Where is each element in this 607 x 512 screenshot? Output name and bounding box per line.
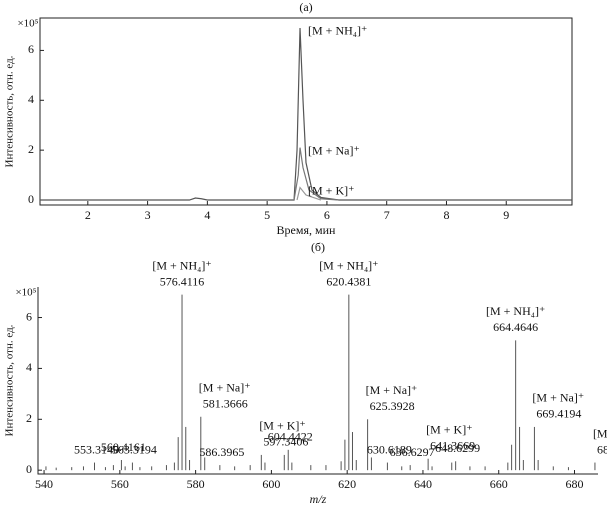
mz-label: 685.3935 [597,442,607,456]
mz-label: 576.4116 [160,274,205,288]
mz-label: 636.6297 [390,445,435,459]
y-tick-label: 0 [28,192,34,206]
y-scale-label: ×10⁵ [15,287,36,299]
mz-label: 563.3194 [112,442,157,456]
x-tick-label: 580 [187,477,205,491]
mz-label: 581.3666 [203,397,248,411]
ion-label: [M + Na]⁺ [532,391,584,405]
y-axis-label: Интенсивность, отн. ед. [4,55,16,167]
ion-label: [M + K]⁺ [426,422,472,436]
x-tick-label: 9 [503,208,509,222]
mz-label: 553.3140 [74,442,119,456]
mz-label: 664.4646 [493,320,538,334]
x-tick-label: 4 [204,208,210,222]
x-tick-label: 560 [111,477,129,491]
y-tick-label: 2 [28,142,34,156]
x-tick-label: 620 [338,477,356,491]
x-tick-label: 540 [35,477,53,491]
ion-label: [M + NH₄]⁺ [319,258,378,272]
axes [37,287,598,475]
x-tick-label: 3 [145,208,151,222]
x-axis-label: m/z [310,492,327,506]
ion-label: [M + NH₄]⁺ [486,304,545,318]
y-tick-label: 4 [26,360,32,374]
x-tick-label: 5 [264,208,270,222]
x-tick-label: 640 [414,477,432,491]
mz-label: 586.3965 [199,445,244,459]
x-tick-label: 600 [262,477,280,491]
x-tick-label: 660 [490,477,508,491]
x-axis-label: Время, мин [277,223,336,237]
mz-label: 560.4161 [101,440,146,454]
y-tick-label: 4 [28,92,34,106]
mz-label: 641.3669 [430,438,475,452]
ion-label: [M + Na]⁺ [199,381,251,395]
chromatogram-line [40,27,572,201]
y-tick-label: 2 [26,411,32,425]
y-tick-label: 0 [26,462,32,476]
ion-label: [M + NH₄]⁺ [152,258,211,272]
mz-label: 669.4194 [536,407,581,421]
chromatogram-line [296,186,322,201]
x-tick-label: 6 [324,208,330,222]
mz-label: 620.4381 [326,274,371,288]
y-axis-label: Интенсивность, отн. ед. [4,324,16,436]
chart-title: (а) [299,0,312,14]
x-tick-label: 8 [443,208,449,222]
x-tick-label: 2 [85,208,91,222]
peak-label: [M + K]⁺ [308,183,354,197]
chart-title: (б) [311,240,325,254]
mz-label: 648.6299 [435,441,480,455]
mz-label: 625.3928 [370,399,415,413]
y-tick-label: 6 [28,42,34,56]
x-tick-label: 7 [384,208,390,222]
mz-label: 630.6189 [367,442,412,456]
ion-label: [M + K]⁺ [259,419,305,433]
mz-label: 597.3406 [263,435,308,449]
ion-label: [M + K]⁺ [593,426,607,440]
y-scale-label: ×10⁵ [17,18,38,30]
peak-label: [M + Na]⁺ [308,143,360,157]
peak-label: [M + NH₄]⁺ [308,24,367,38]
y-tick-label: 6 [26,309,32,323]
ion-label: [M + Na]⁺ [366,383,418,397]
chromatogram-line [293,147,339,201]
x-tick-label: 680 [566,477,584,491]
mz-label: 604.4422 [268,430,313,444]
plot-frame [39,17,573,206]
